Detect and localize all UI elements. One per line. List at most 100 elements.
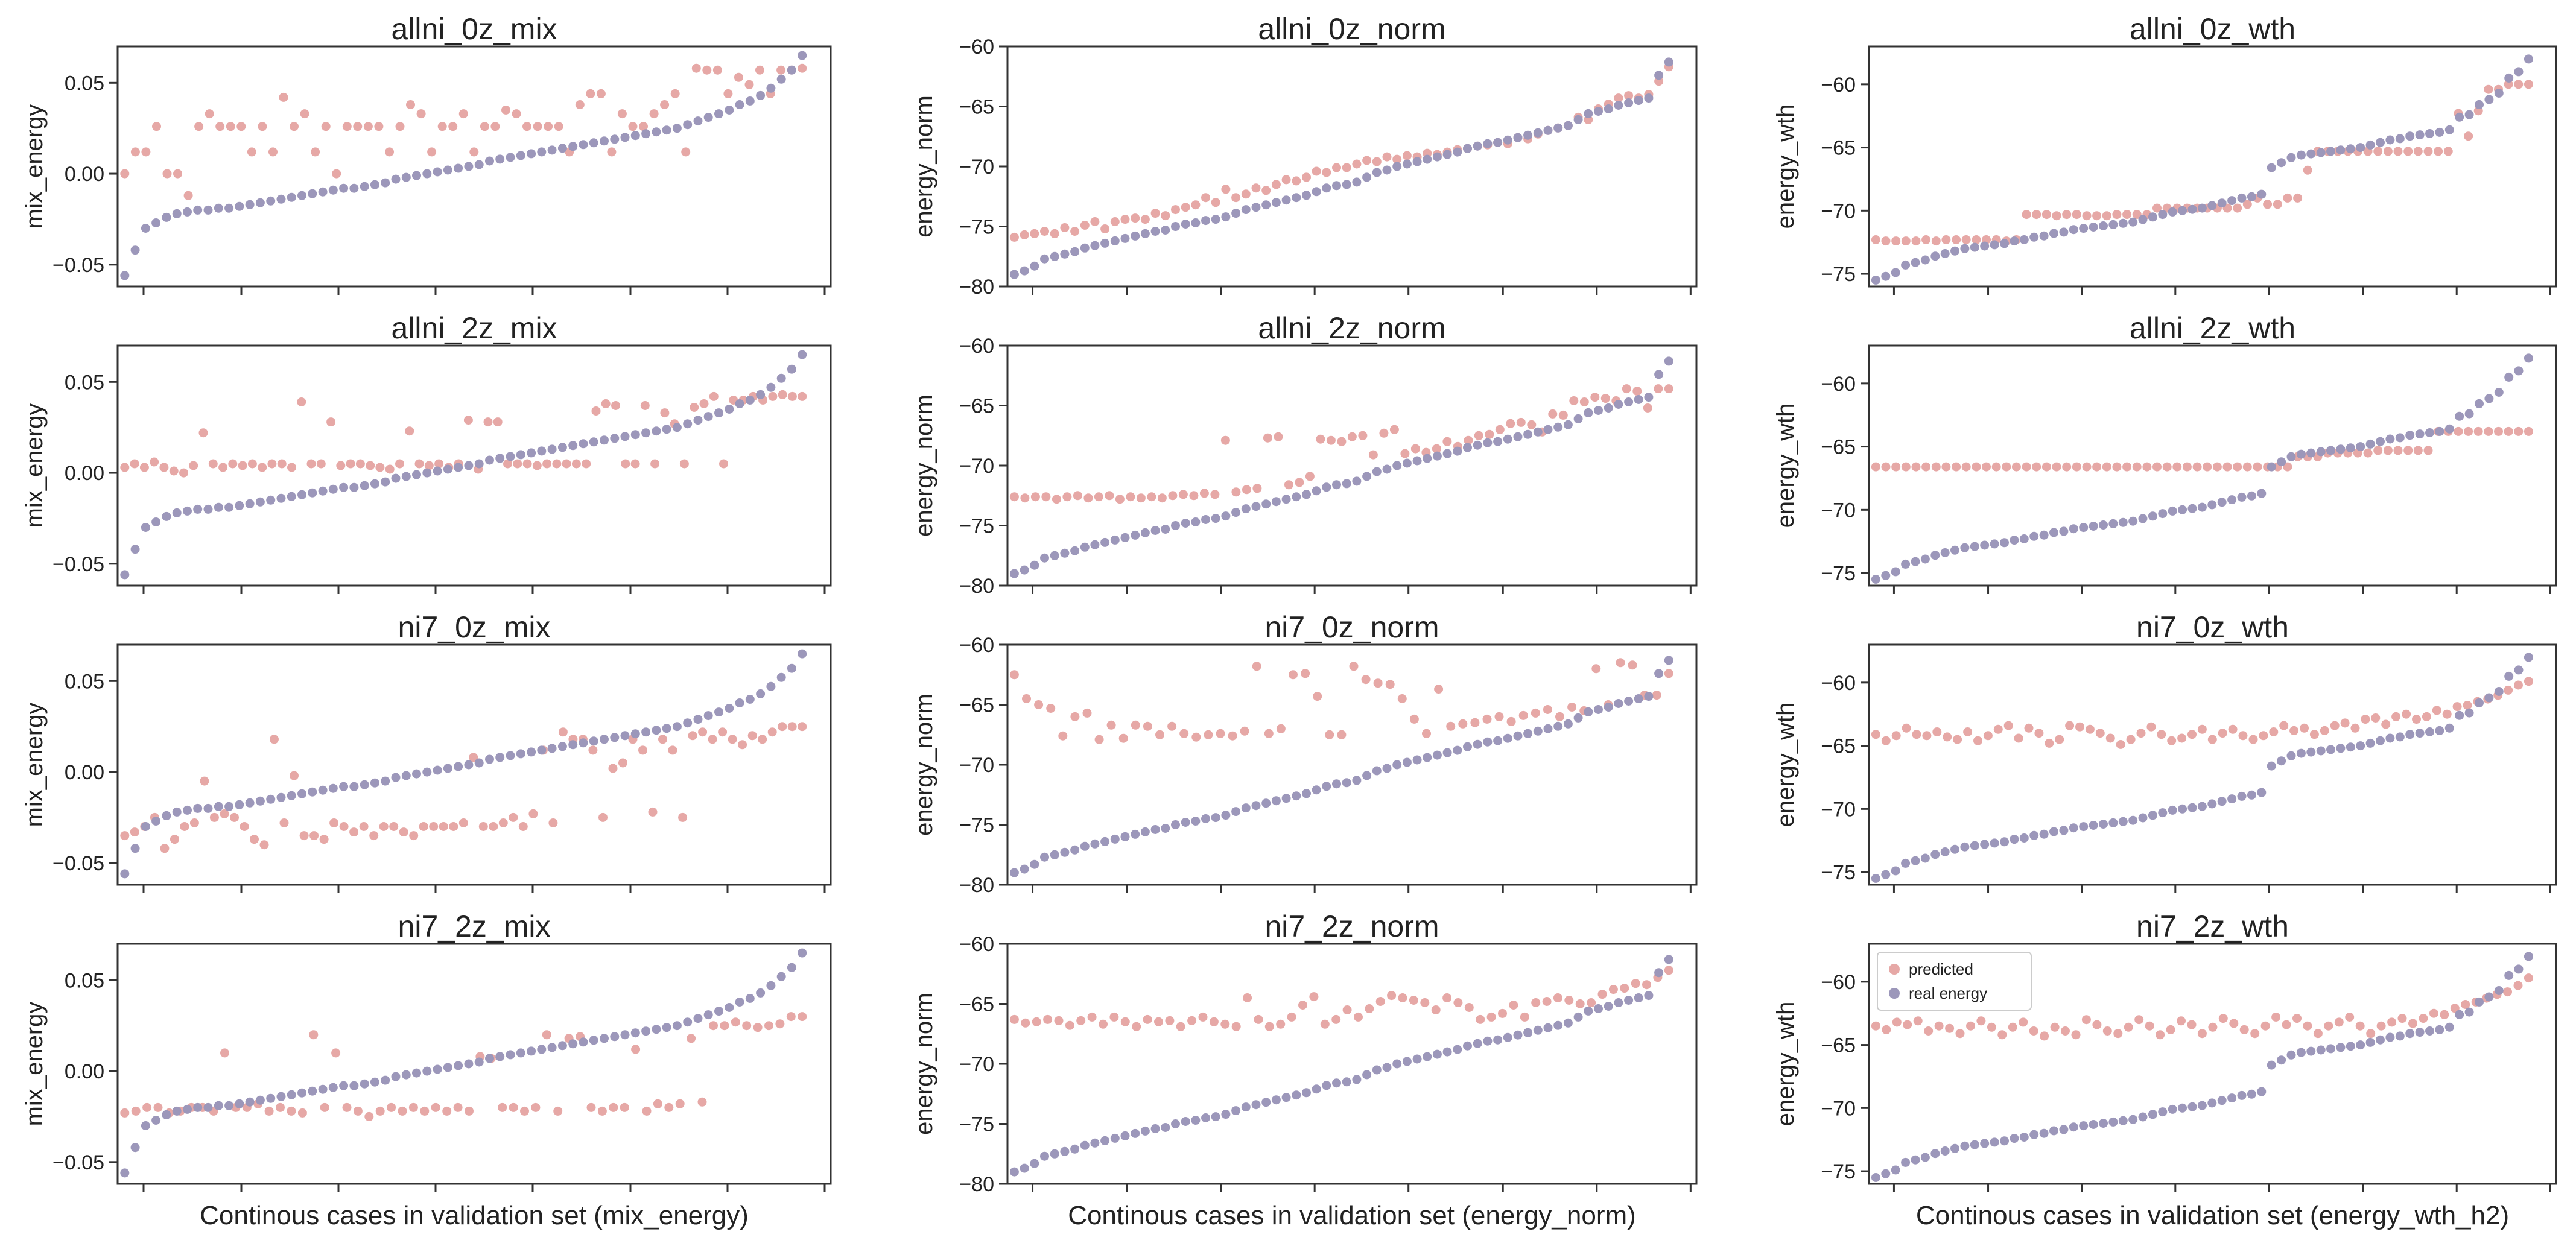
- predicted-point: [332, 169, 341, 179]
- predicted-point: [2040, 1031, 2049, 1041]
- real-energy-point: [1463, 144, 1472, 153]
- predicted-point: [297, 1108, 307, 1118]
- real-energy-point: [2336, 444, 2346, 454]
- real-energy-point: [1009, 868, 1019, 877]
- predicted-point: [2075, 722, 2084, 732]
- real-energy-point: [2019, 235, 2029, 244]
- real-energy-point: [1634, 395, 1643, 404]
- predicted-point: [1065, 1020, 1074, 1030]
- real-energy-point: [1960, 1141, 1970, 1151]
- real-energy-point: [745, 994, 755, 1003]
- axes-frame: [1868, 45, 2557, 288]
- predicted-point: [2003, 721, 2013, 730]
- real-energy-point: [2128, 815, 2138, 825]
- real-energy-point: [1423, 1052, 1432, 1061]
- predicted-point: [699, 399, 709, 408]
- y-tick-label: −70: [1821, 499, 1856, 522]
- predicted-point: [1509, 1001, 1518, 1010]
- real-energy-point: [1654, 968, 1664, 978]
- predicted-point: [1289, 670, 1298, 680]
- predicted-point: [596, 89, 606, 98]
- real-energy-point: [2247, 1089, 2256, 1099]
- predicted-point: [170, 835, 179, 844]
- real-energy-point: [255, 198, 265, 207]
- real-energy-point: [2475, 399, 2484, 408]
- predicted-point: [1953, 735, 1962, 744]
- predicted-point: [2393, 446, 2403, 455]
- predicted-point: [2412, 715, 2421, 724]
- real-energy-point: [1090, 839, 1100, 849]
- real-energy-point: [391, 174, 401, 184]
- real-energy-point: [1911, 258, 1920, 267]
- real-energy-point: [287, 192, 296, 202]
- real-energy-point: [1352, 177, 1362, 187]
- real-energy-point: [1342, 778, 1351, 788]
- predicted-point: [465, 1106, 474, 1116]
- predicted-point: [2452, 702, 2462, 712]
- real-energy-point: [1453, 446, 1462, 456]
- real-energy-point: [662, 724, 671, 733]
- real-energy-point: [1503, 733, 1512, 743]
- real-energy-point: [1382, 165, 1392, 175]
- predicted-point: [1498, 1008, 1507, 1018]
- predicted-point: [208, 459, 218, 469]
- predicted-point: [2092, 1020, 2102, 1029]
- real-energy-point: [766, 382, 776, 392]
- predicted-point: [798, 63, 807, 73]
- real-energy-point: [1940, 249, 1950, 258]
- predicted-point: [1009, 670, 1019, 680]
- predicted-point: [558, 727, 568, 737]
- real-energy-point: [2178, 804, 2187, 814]
- predicted-point: [2403, 446, 2413, 455]
- predicted-point: [1115, 495, 1125, 504]
- real-energy-point: [235, 800, 244, 809]
- real-energy-point: [1090, 1138, 1100, 1148]
- predicted-point: [668, 745, 677, 755]
- predicted-point: [1009, 492, 1019, 502]
- real-energy-point: [1181, 220, 1190, 229]
- real-energy-point: [725, 1003, 734, 1012]
- real-energy-point: [630, 430, 640, 440]
- predicted-point: [787, 391, 797, 401]
- predicted-point: [297, 397, 306, 406]
- real-energy-point: [693, 1014, 703, 1023]
- real-energy-point: [672, 423, 682, 432]
- real-energy-point: [297, 1088, 306, 1098]
- predicted-point: [490, 122, 500, 131]
- y-tick-label: −65: [959, 96, 994, 119]
- predicted-point: [2355, 1021, 2365, 1031]
- predicted-point: [544, 122, 553, 131]
- predicted-point: [607, 147, 617, 157]
- predicted-point: [2207, 735, 2217, 744]
- predicted-point: [597, 1106, 607, 1116]
- predicted-point: [309, 831, 319, 841]
- real-energy-point: [703, 412, 713, 422]
- real-energy-point: [1009, 1167, 1019, 1177]
- predicted-point: [1518, 710, 1528, 720]
- real-energy-point: [1412, 456, 1422, 466]
- real-energy-point: [2187, 504, 2197, 513]
- real-energy-point: [266, 196, 276, 206]
- real-energy-point: [2306, 149, 2316, 159]
- real-energy-point: [798, 948, 807, 958]
- real-energy-point: [1392, 461, 1402, 470]
- predicted-point: [601, 399, 611, 408]
- real-energy-point: [1412, 755, 1422, 765]
- real-energy-point: [703, 1010, 713, 1020]
- predicted-point: [2371, 713, 2381, 723]
- real-energy-point: [2336, 1043, 2346, 1052]
- real-energy-point: [1020, 565, 1029, 575]
- real-energy-point: [193, 1102, 203, 1112]
- real-energy-point: [360, 1079, 369, 1089]
- real-energy-point: [641, 129, 651, 139]
- y-tick-label: −0.05: [52, 254, 104, 277]
- predicted-point: [2092, 211, 2102, 221]
- real-energy-point: [1990, 240, 1999, 250]
- real-energy-point: [1372, 1065, 1382, 1075]
- predicted-point: [2461, 1000, 2470, 1009]
- real-energy-point: [454, 762, 463, 771]
- predicted-point: [316, 459, 326, 469]
- predicted-point: [279, 92, 288, 102]
- predicted-point: [1316, 434, 1325, 444]
